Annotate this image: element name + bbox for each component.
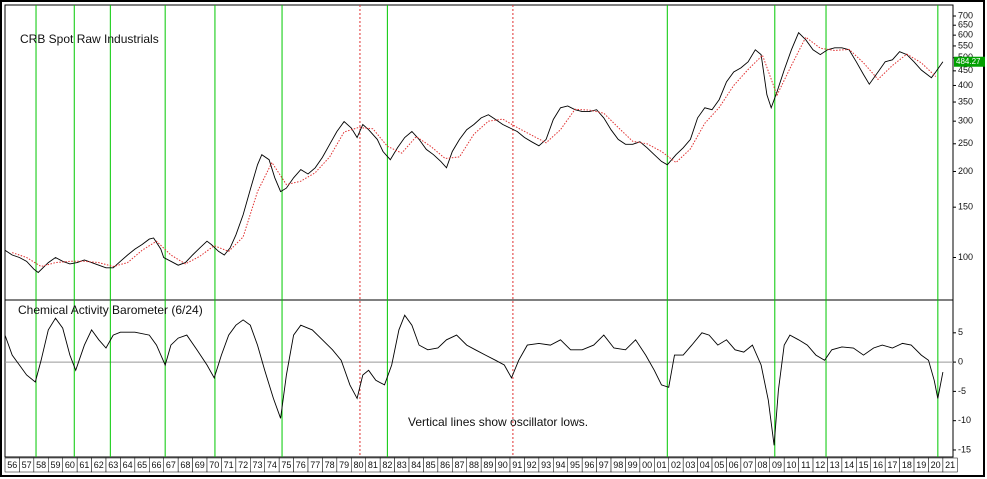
x-tick-label: 97 (599, 460, 609, 470)
x-tick-label: 05 (714, 460, 724, 470)
x-tick-label: 82 (382, 460, 392, 470)
x-tick-label: 02 (671, 460, 681, 470)
x-tick-label: 09 (772, 460, 782, 470)
x-tick-label: 99 (628, 460, 638, 470)
x-tick-label: 61 (79, 460, 89, 470)
x-tick-label: 79 (339, 460, 349, 470)
x-tick-label: 91 (512, 460, 522, 470)
x-tick-label: 94 (556, 460, 566, 470)
x-tick-label: 86 (440, 460, 450, 470)
x-tick-label: 85 (426, 460, 436, 470)
x-tick-label: 72 (238, 460, 248, 470)
y-tick-label: -10 (958, 415, 971, 425)
x-tick-label: 93 (541, 460, 551, 470)
x-tick-label: 01 (657, 460, 667, 470)
x-tick-label: 92 (527, 460, 537, 470)
x-tick-label: 74 (267, 460, 277, 470)
x-tick-label: 00 (642, 460, 652, 470)
x-tick-label: 70 (209, 460, 219, 470)
y-tick-label: 200 (958, 166, 973, 176)
y-tick-label: 400 (958, 80, 973, 90)
line-series (4, 31, 944, 274)
x-tick-label: 08 (758, 460, 768, 470)
y-tick-label: -5 (958, 386, 966, 396)
x-tick-label: 56 (7, 460, 17, 470)
x-tick-label: 64 (123, 460, 133, 470)
x-tick-label: 66 (151, 460, 161, 470)
x-tick-label: 84 (411, 460, 421, 470)
y-tick-label: 150 (958, 202, 973, 212)
y-tick-label: -15 (958, 444, 971, 454)
x-tick-label: 95 (570, 460, 580, 470)
x-tick-label: 03 (685, 460, 695, 470)
x-tick-label: 77 (310, 460, 320, 470)
x-tick-label: 69 (195, 460, 205, 470)
x-tick-label: 07 (743, 460, 753, 470)
x-tick-label: 21 (945, 460, 955, 470)
x-tick-label: 18 (902, 460, 912, 470)
x-tick-label: 90 (498, 460, 508, 470)
x-tick-label: 58 (36, 460, 46, 470)
y-tick-label: 5 (958, 327, 963, 337)
x-tick-label: 83 (397, 460, 407, 470)
x-tick-label: 12 (815, 460, 825, 470)
x-tick-label: 76 (296, 460, 306, 470)
y-tick-label: 550 (958, 40, 973, 50)
x-tick-label: 81 (368, 460, 378, 470)
series-layer (4, 31, 944, 446)
y-tick-label: 650 (958, 20, 973, 30)
x-tick-label: 17 (887, 460, 897, 470)
x-tick-label: 87 (455, 460, 465, 470)
chart-title: Chemical Activity Barometer (6/24) (18, 303, 203, 317)
x-tick-label: 73 (253, 460, 263, 470)
x-tick-label: 88 (469, 460, 479, 470)
x-tick-label: 68 (180, 460, 190, 470)
line-series (4, 314, 944, 446)
x-tick-label: 10 (786, 460, 796, 470)
x-tick-label: 15 (859, 460, 869, 470)
x-tick-label: 78 (325, 460, 335, 470)
x-tick-label: 19 (916, 460, 926, 470)
x-tick-label: 65 (137, 460, 147, 470)
y-tick-label: 450 (958, 65, 973, 75)
y-tick-label: 700 (958, 10, 973, 20)
y-tick-label: 600 (958, 30, 973, 40)
x-tick-label: 13 (830, 460, 840, 470)
x-tick-label: 11 (801, 460, 810, 470)
y-tick-label: 100 (958, 252, 973, 262)
y-tick-label: 300 (958, 116, 973, 126)
chart-title: CRB Spot Raw Industrials (20, 32, 159, 46)
y-tick-label: 350 (958, 96, 973, 106)
x-tick-label: 63 (108, 460, 118, 470)
last-value-box (954, 56, 985, 67)
x-tick-label: 98 (613, 460, 623, 470)
x-tick-label: 62 (94, 460, 104, 470)
x-tick-label: 06 (729, 460, 739, 470)
x-tick-label: 14 (844, 460, 854, 470)
x-tick-label: 20 (931, 460, 941, 470)
x-tick-label: 80 (354, 460, 364, 470)
x-tick-label: 89 (483, 460, 493, 470)
x-tick-label: 60 (65, 460, 75, 470)
x-tick-cell (942, 457, 958, 473)
x-tick-label: 71 (224, 460, 234, 470)
y-tick-label: 0 (958, 356, 963, 366)
x-tick-label: 59 (50, 460, 60, 470)
x-tick-label: 96 (584, 460, 594, 470)
x-tick-label: 57 (22, 460, 32, 470)
x-tick-label: 67 (166, 460, 176, 470)
y-tick-label: 250 (958, 138, 973, 148)
vertical-lines (5, 5, 953, 457)
x-tick-label: 04 (700, 460, 710, 470)
x-tick-label: 75 (281, 460, 291, 470)
last-value-label: 484.27 (956, 57, 981, 66)
x-tick-label: 16 (873, 460, 883, 470)
annotation: Vertical lines show oscillator lows. (408, 415, 588, 429)
